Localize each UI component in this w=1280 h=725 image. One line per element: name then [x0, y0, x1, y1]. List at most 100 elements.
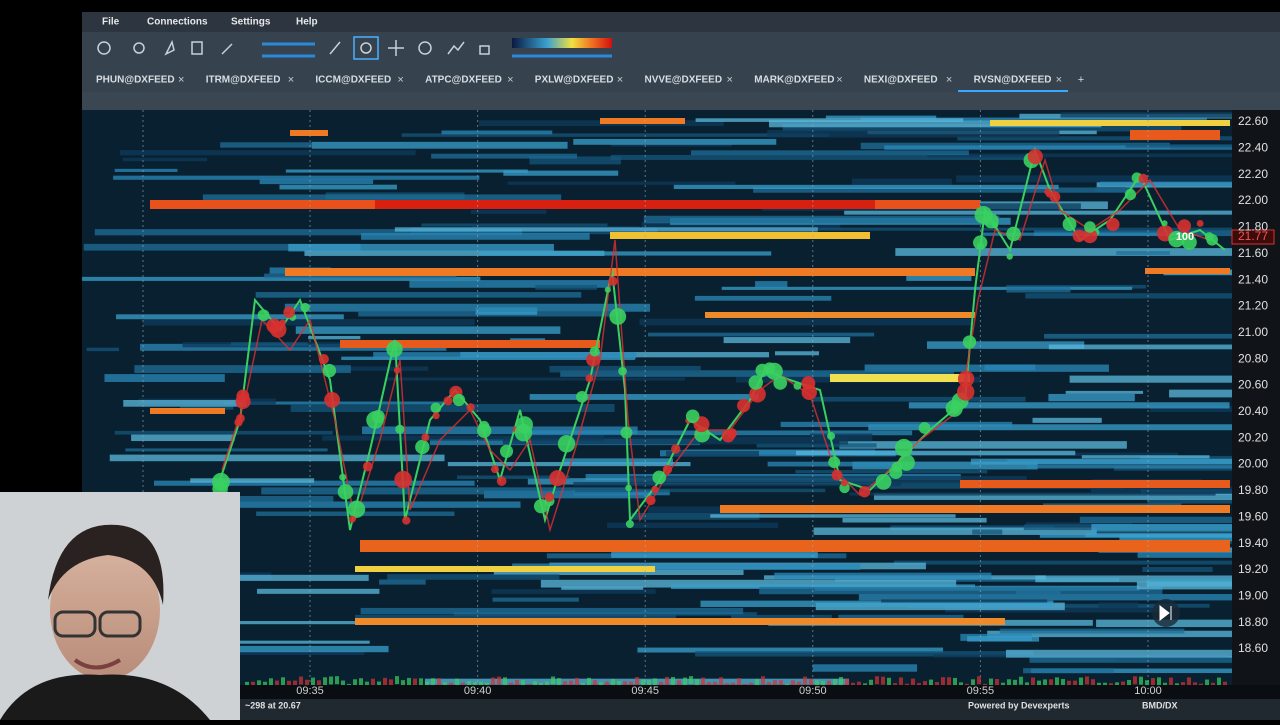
band [304, 250, 605, 256]
band [503, 170, 619, 176]
band [574, 488, 826, 493]
volume-bar [353, 679, 357, 688]
tab-label[interactable]: NVVE@DXFEED [645, 75, 723, 86]
volume-bar [551, 676, 555, 685]
band [782, 123, 1182, 132]
tab-label[interactable]: PXLW@DXFEED [535, 75, 614, 86]
volume-bar [1151, 678, 1155, 687]
price-label: 20.20 [1238, 430, 1268, 444]
tab-label[interactable]: RVSN@DXFEED [974, 75, 1052, 86]
band [1025, 522, 1133, 527]
trade-bubble [858, 486, 871, 498]
menu-item[interactable]: Help [296, 17, 318, 28]
color-scale [512, 38, 612, 48]
trade-bubble [875, 473, 892, 490]
volume-bar [695, 679, 699, 688]
band [631, 512, 760, 520]
tab-close[interactable]: × [617, 74, 623, 86]
tab-close[interactable]: × [1056, 74, 1062, 86]
band [308, 335, 361, 340]
band [1147, 499, 1232, 504]
tab-close[interactable]: × [178, 74, 184, 86]
volume-bar [977, 676, 981, 685]
price-label: 21.60 [1238, 246, 1268, 260]
trade-bubble [557, 435, 576, 453]
trade-bubble [421, 433, 430, 442]
volume-bar [515, 679, 519, 688]
trade-bubble [576, 390, 588, 403]
tab-label[interactable]: ITRM@DXFEED [206, 75, 281, 86]
volume-bar [593, 680, 597, 689]
time-label: 09:50 [799, 685, 827, 697]
band [860, 117, 1207, 122]
tab-label[interactable]: ICCM@DXFEED [315, 75, 391, 86]
band [125, 448, 328, 452]
tab-label[interactable]: NEXI@DXFEED [864, 75, 938, 86]
band [691, 150, 969, 156]
band [114, 168, 178, 172]
tab-label[interactable]: MARK@DXFEED [754, 75, 834, 86]
price-label: 19.00 [1238, 588, 1268, 602]
tab-close[interactable]: × [727, 74, 733, 86]
band [387, 574, 560, 580]
price-axis [1232, 110, 1280, 685]
menu-item[interactable]: Settings [231, 17, 271, 28]
menu-item[interactable]: Connections [147, 17, 208, 28]
band [182, 342, 467, 348]
band [529, 156, 621, 165]
band [666, 450, 760, 458]
band [1119, 534, 1232, 542]
volume-bar [1067, 680, 1071, 689]
volume-bar [773, 680, 777, 689]
band [627, 475, 1027, 484]
trade-bubble [393, 366, 401, 374]
band [721, 286, 1133, 290]
trade-bubble [443, 396, 453, 406]
band [1025, 293, 1232, 299]
band [561, 586, 644, 590]
band [322, 435, 605, 441]
trade-bubble [625, 519, 634, 529]
trade-bubble [1006, 253, 1013, 260]
band [694, 295, 832, 301]
band [710, 514, 956, 518]
band [1069, 375, 1232, 383]
band [83, 243, 361, 251]
add-tab[interactable]: + [1078, 74, 1084, 86]
tab-label[interactable]: PHUN@DXFEED [96, 75, 175, 86]
tab-close[interactable]: × [836, 74, 842, 86]
time-label: 09:45 [631, 685, 659, 697]
play-icon [1159, 604, 1172, 622]
volume-bar [419, 678, 423, 687]
trade-bubble [348, 515, 356, 523]
trade-bubble [1124, 188, 1137, 201]
volume-bar [1187, 677, 1191, 686]
tab-close[interactable]: × [288, 74, 294, 86]
band [493, 569, 744, 576]
tab-close[interactable]: × [507, 74, 513, 86]
volume-bar [587, 677, 591, 686]
band [637, 647, 944, 653]
band [849, 492, 1216, 496]
band [842, 517, 987, 523]
tab-close[interactable]: × [946, 74, 952, 86]
tab-label[interactable]: ATPC@DXFEED [425, 75, 502, 86]
band [873, 493, 1232, 500]
band [1116, 251, 1170, 255]
band [1065, 390, 1144, 394]
band [492, 597, 579, 602]
menu-item[interactable]: File [102, 17, 120, 28]
trade-bubble [235, 393, 251, 409]
tab-close[interactable]: × [397, 74, 403, 86]
band [255, 292, 582, 298]
large-levels [150, 118, 1230, 625]
band [1149, 405, 1232, 413]
band [1079, 516, 1232, 524]
volume-bar [641, 679, 645, 688]
trade-bubble [1082, 228, 1098, 244]
band [868, 424, 1232, 431]
trade-bubble [1181, 234, 1197, 250]
trade-bubble [1084, 221, 1096, 233]
band [1035, 575, 1232, 583]
trade-bubble [992, 222, 999, 229]
